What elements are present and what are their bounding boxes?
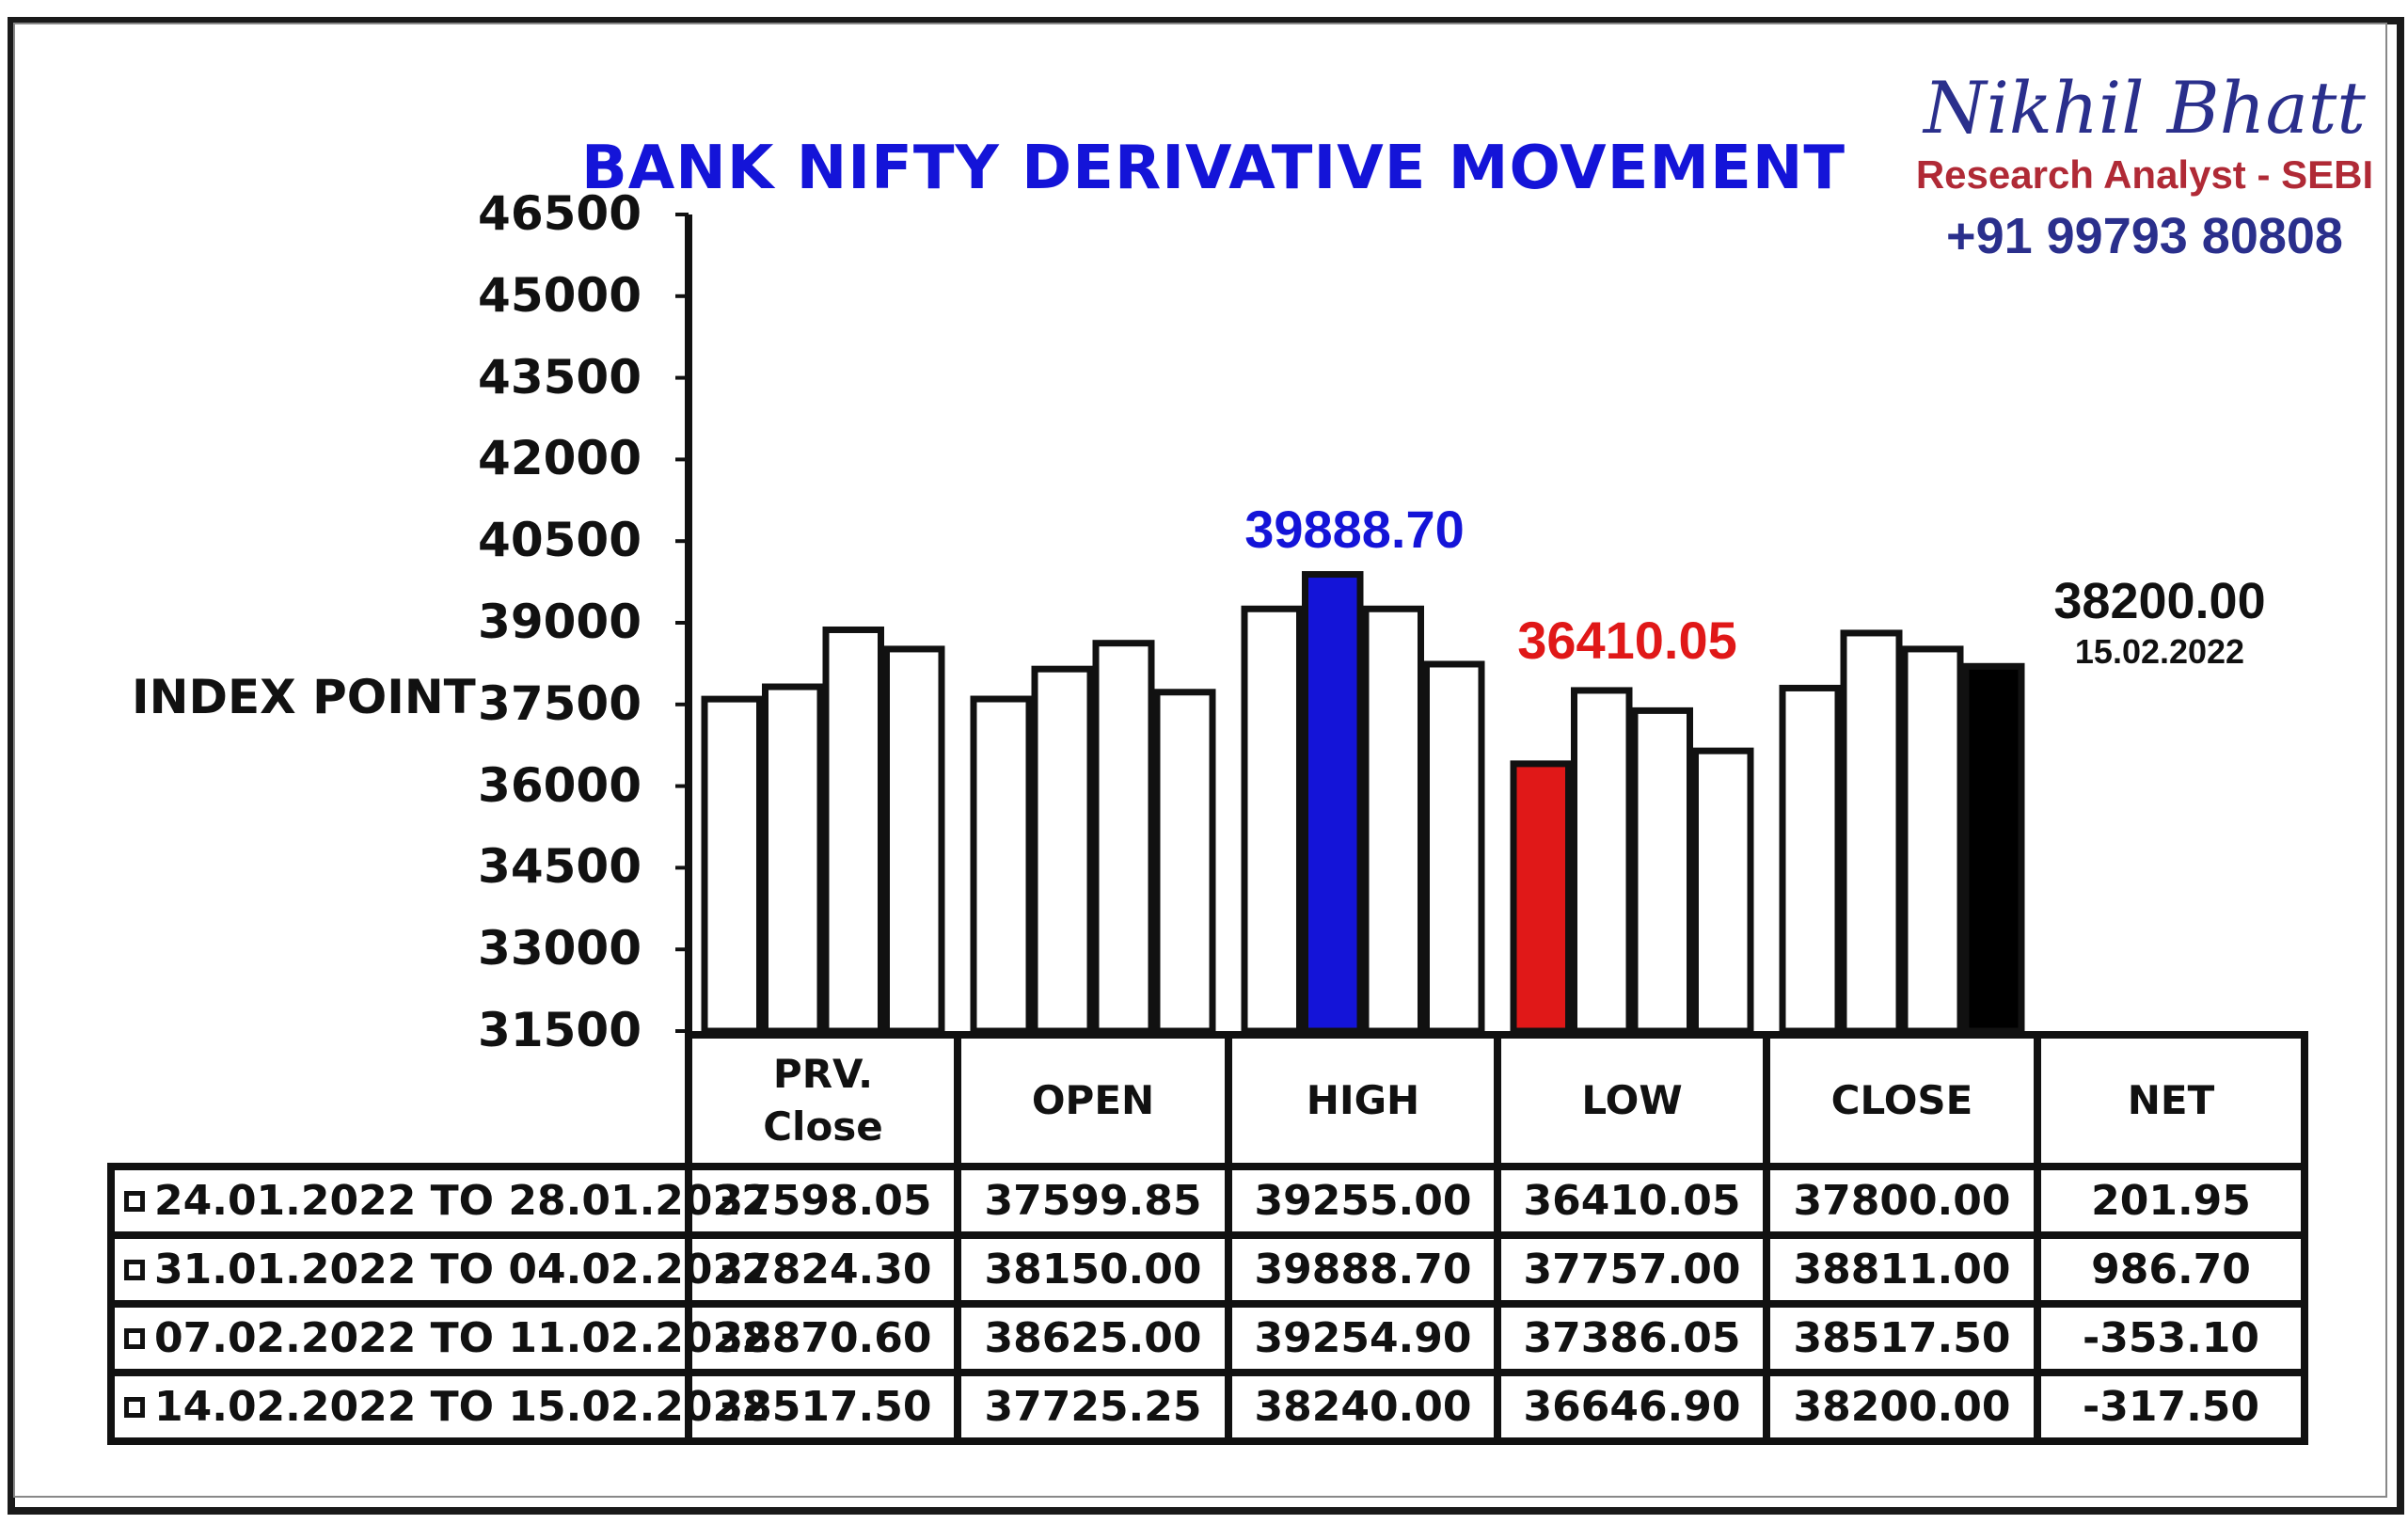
- bar-high-series-4: [1423, 660, 1485, 1035]
- y-tick-label: 46500: [478, 186, 642, 241]
- bar-prv-close-series-4: [883, 645, 945, 1035]
- table-cell: 37800.00: [1793, 1177, 2011, 1225]
- y-tick-label: 39000: [478, 595, 642, 649]
- table-header-high: HIGH: [1306, 1077, 1420, 1123]
- bar-open-series-2: [1031, 665, 1094, 1035]
- legend-entry: 31.01.2022 TO 04.02.2022: [124, 1235, 770, 1304]
- table-header-prv-close: PRV. Close: [763, 1051, 883, 1150]
- bar-high-series-1: [1241, 605, 1303, 1035]
- legend-swatch-icon: [124, 1259, 145, 1280]
- annotation-low-value: 36410.05: [1517, 611, 1737, 670]
- legend-entry: 07.02.2022 TO 11.02.2022: [124, 1304, 770, 1373]
- bar-open-series-4: [1153, 689, 1216, 1035]
- legend-label: 14.02.2022 TO 15.02.2022: [154, 1383, 770, 1431]
- y-tick-label: 36000: [478, 757, 642, 813]
- y-tick-label: 43500: [478, 349, 642, 405]
- bar-close-series-1: [1779, 684, 1842, 1035]
- y-tick-label: 33000: [478, 921, 642, 976]
- bar-open-series-1: [970, 695, 1033, 1035]
- table-cell: -353.10: [2082, 1314, 2260, 1362]
- table-cell: 37598.05: [714, 1177, 932, 1225]
- table-header-low: LOW: [1581, 1077, 1683, 1123]
- y-tick-label: 31500: [478, 1003, 642, 1057]
- bar-prv-close-series-2: [762, 683, 824, 1035]
- bar-close-series-4: [1962, 662, 2025, 1035]
- bar-low-series-1: [1510, 760, 1572, 1035]
- y-axis-label: INDEX POINT: [132, 670, 476, 724]
- table-cell: 39254.90: [1254, 1314, 1472, 1362]
- table-cell: 38870.60: [714, 1314, 932, 1362]
- table-cell: 38200.00: [1793, 1383, 2011, 1431]
- outer-frame: [8, 17, 2404, 1515]
- table-cell: 37757.00: [1523, 1246, 1741, 1294]
- table-cell: -317.50: [2082, 1383, 2260, 1431]
- legend-label: 24.01.2022 TO 28.01.2022: [154, 1177, 770, 1225]
- table-cell: 39255.00: [1254, 1177, 1472, 1225]
- table-cell: 39888.70: [1254, 1246, 1472, 1294]
- bar-low-series-3: [1631, 706, 1693, 1035]
- legend-swatch-icon: [124, 1327, 145, 1349]
- brand-subtitle: Research Analyst - SEBI: [1915, 152, 2374, 197]
- annotation-close-date: 15.02.2022: [2074, 632, 2245, 671]
- bar-prv-close-series-3: [822, 626, 884, 1035]
- bar-high-series-3: [1362, 605, 1424, 1035]
- table-cell: 38517.50: [714, 1383, 932, 1431]
- legend-label: 31.01.2022 TO 04.02.2022: [154, 1246, 770, 1294]
- bar-open-series-3: [1092, 640, 1155, 1035]
- table-cell: 38625.00: [984, 1314, 1202, 1362]
- table-cell: 37599.85: [984, 1177, 1202, 1225]
- brand-name: Nikhil Bhatt: [1924, 66, 2366, 150]
- legend-swatch-icon: [124, 1190, 145, 1212]
- annotation-close-value: 38200.00: [2053, 573, 2266, 629]
- table-cell: 986.70: [2091, 1246, 2251, 1294]
- table-cell: 38517.50: [1793, 1314, 2011, 1362]
- bar-low-series-2: [1571, 687, 1633, 1035]
- bar-high-series-2: [1302, 571, 1364, 1035]
- table-cell: 37386.05: [1523, 1314, 1741, 1362]
- table-cell: 38240.00: [1254, 1383, 1472, 1431]
- chart-title: BANK NIFTY DERIVATIVE MOVEMENT: [580, 134, 1846, 203]
- table-header-net: NET: [2127, 1077, 2215, 1123]
- y-tick-label: 42000: [478, 431, 642, 486]
- table-cell: 36646.90: [1523, 1383, 1741, 1431]
- legend-entry: 24.01.2022 TO 28.01.2022: [124, 1167, 770, 1235]
- annotation-high-value: 39888.70: [1244, 500, 1465, 559]
- legend-entry: 14.02.2022 TO 15.02.2022: [124, 1373, 770, 1441]
- legend-swatch-icon: [124, 1396, 145, 1418]
- y-tick-label: 40500: [478, 513, 642, 568]
- bar-low-series-4: [1692, 747, 1754, 1035]
- table-cell: 38150.00: [984, 1246, 1202, 1294]
- table-cell: 37725.25: [984, 1383, 1202, 1431]
- table-cell: 38811.00: [1793, 1246, 2011, 1294]
- brand-phone: +91 99793 80808: [1946, 208, 2343, 264]
- y-tick-label: 34500: [478, 839, 642, 895]
- table-header-open: OPEN: [1031, 1077, 1155, 1123]
- bar-prv-close-series-1: [701, 695, 763, 1035]
- y-tick-label: 45000: [478, 267, 642, 323]
- bar-close-series-3: [1901, 645, 1964, 1035]
- legend-label: 07.02.2022 TO 11.02.2022: [154, 1314, 770, 1362]
- table-header-close: CLOSE: [1830, 1077, 1973, 1123]
- bar-close-series-2: [1840, 629, 1903, 1035]
- table-cell: 201.95: [2091, 1177, 2251, 1225]
- table-cell: 36410.05: [1523, 1177, 1741, 1225]
- table-cell: 37824.30: [714, 1246, 932, 1294]
- y-tick-label: 37500: [478, 675, 642, 731]
